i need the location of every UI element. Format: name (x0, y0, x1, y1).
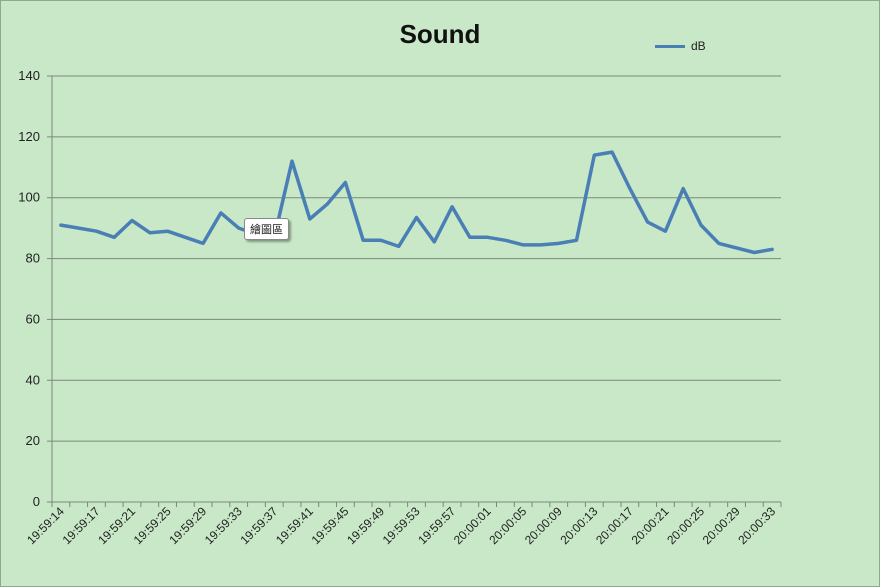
x-tick-label: 19:59:21 (95, 504, 138, 547)
x-tick-label: 20:00:09 (522, 504, 565, 547)
y-tick-label: 0 (33, 494, 40, 509)
x-tick-label: 19:59:41 (273, 504, 316, 547)
y-tick-label: 20 (26, 433, 40, 448)
legend-swatch (655, 44, 685, 48)
x-tick-label: 19:59:37 (237, 504, 280, 547)
chart-title: Sound (399, 19, 481, 49)
x-tick-label: 19:59:29 (166, 504, 209, 547)
x-tick-label: 20:00:17 (593, 504, 636, 547)
x-tick-label: 19:59:25 (131, 504, 174, 547)
x-tick-label: 20:00:01 (451, 504, 494, 547)
x-tick-label: 20:00:05 (486, 504, 529, 547)
legend-label: dB (691, 39, 706, 53)
x-tick-label: 19:59:17 (60, 504, 103, 547)
x-tick-label: 20:00:29 (700, 504, 743, 547)
tooltip: 繪圖區 (244, 218, 289, 240)
y-tick-label: 40 (26, 372, 40, 387)
x-tick-label: 19:59:57 (415, 504, 458, 547)
y-tick-label: 80 (26, 251, 40, 266)
legend: dB (655, 39, 706, 53)
y-tick-label: 100 (18, 190, 40, 205)
x-tick-label: 20:00:21 (629, 504, 672, 547)
x-tick-label: 20:00:33 (735, 504, 778, 547)
x-tick-label: 19:59:49 (344, 504, 387, 547)
x-tick-label: 20:00:13 (557, 504, 600, 547)
y-tick-label: 60 (26, 311, 40, 326)
x-tick-label: 19:59:53 (380, 504, 423, 547)
x-tick-label: 19:59:14 (24, 504, 67, 547)
series-line-dB (59, 150, 774, 255)
x-tick-label: 19:59:33 (202, 504, 245, 547)
x-tick-label: 19:59:45 (309, 504, 352, 547)
x-tick-label: 20:00:25 (664, 504, 707, 547)
y-tick-label: 140 (18, 68, 40, 83)
y-tick-label: 120 (18, 129, 40, 144)
